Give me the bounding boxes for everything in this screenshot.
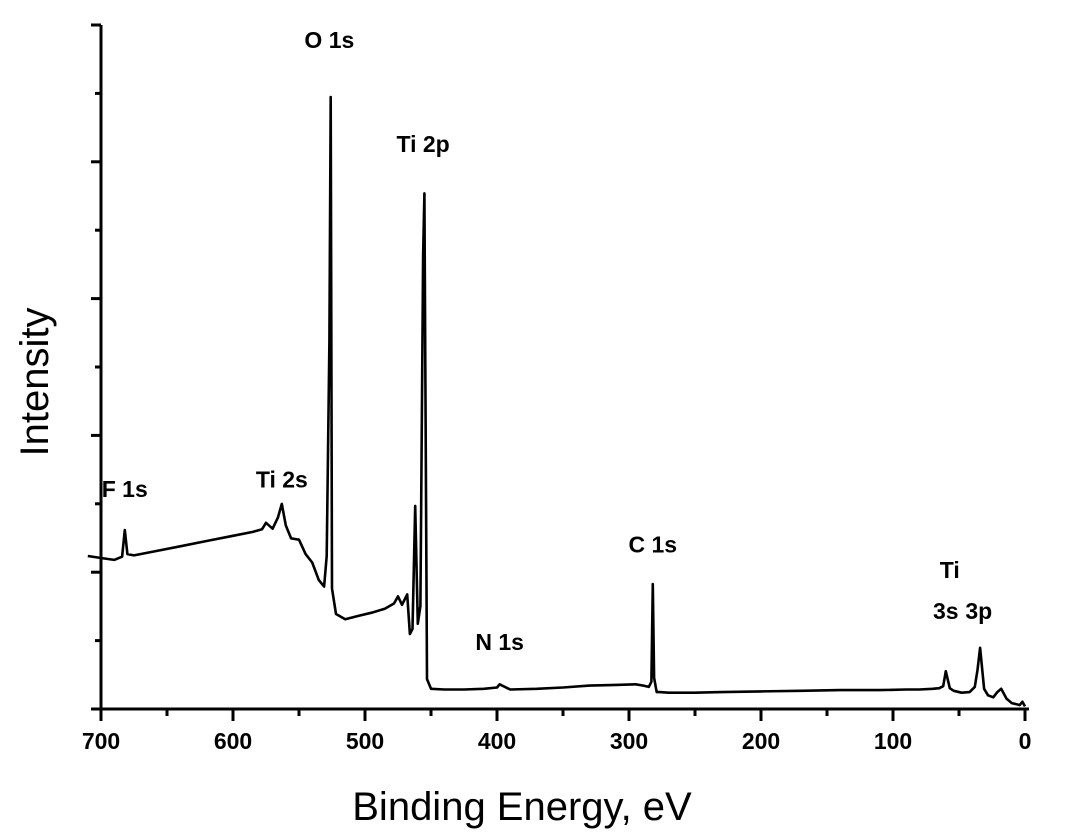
peak-label: N 1s (475, 629, 524, 655)
peak-label: Ti 2p (396, 131, 449, 157)
x-tick-label: 400 (478, 728, 516, 754)
peak-label: F 1s (102, 476, 148, 502)
x-tick-label: 100 (874, 728, 912, 754)
x-tick-label: 600 (214, 728, 252, 754)
peak-label: 3p (965, 598, 992, 624)
peak-label: O 1s (304, 27, 354, 53)
y-axis-title: Intensity (13, 308, 57, 457)
axes (99, 25, 1029, 711)
x-tick-label: 700 (82, 728, 120, 754)
ticks (91, 23, 1027, 721)
spectrum-line (87, 95, 1027, 708)
peak-labels: O 1s Ti 2p F 1s Ti 2s C 1s N 1s Ti 3s 3p (102, 27, 992, 655)
peak-label: Ti 2s (256, 466, 308, 492)
x-tick-labels: 700 600 500 400 300 200 100 0 (82, 728, 1032, 754)
x-tick-label: 500 (346, 728, 384, 754)
peak-label: 3s (933, 598, 959, 624)
x-axis-title: Binding Energy, eV (352, 785, 692, 829)
x-tick-label: 300 (610, 728, 648, 754)
peak-label: Ti (940, 557, 960, 583)
x-tick-label: 200 (742, 728, 780, 754)
peak-label: C 1s (628, 532, 677, 558)
x-tick-label: 0 (1019, 728, 1032, 754)
